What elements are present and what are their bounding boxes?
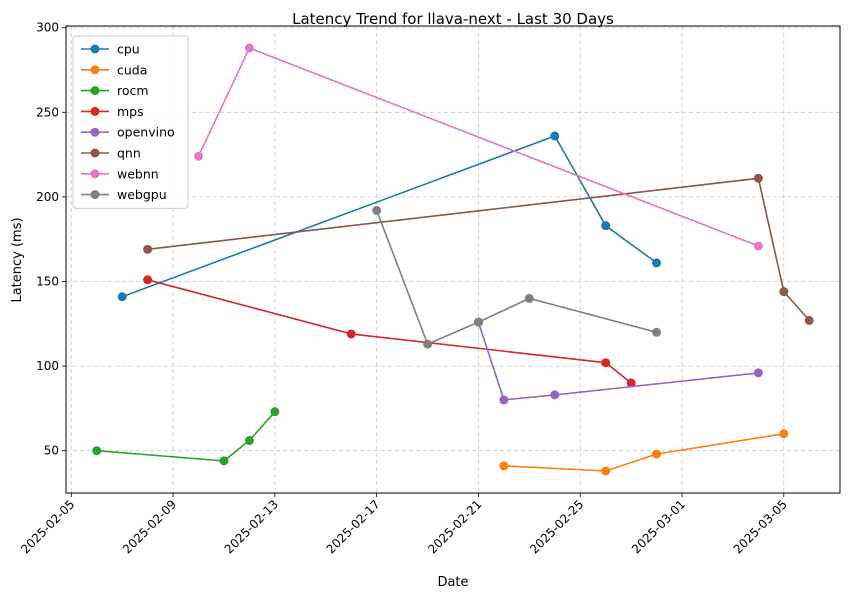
legend-label: qnn — [117, 146, 141, 161]
legend-label: cuda — [117, 62, 147, 77]
legend-label: webgpu — [117, 187, 167, 202]
data-point-qnn — [779, 287, 789, 297]
data-point-webnn — [753, 241, 763, 251]
legend-item-qnn: qnn — [81, 146, 141, 161]
y-tick-label: 300 — [36, 21, 59, 35]
data-point-cuda — [499, 461, 509, 471]
series-line-mps — [147, 279, 632, 384]
legend: cpu cuda rocm mps openvino qnn webnn webgpu — [72, 35, 189, 209]
series-webnn — [194, 43, 763, 251]
data-point-mps — [143, 275, 153, 285]
x-axis-ticks: 2025-02-05 2025-02-09 2025-02-13 2025-02-17… — [18, 493, 790, 556]
data-point-cuda — [652, 449, 662, 459]
data-point-rocm — [244, 436, 254, 446]
y-tick-label: 200 — [36, 190, 59, 204]
data-point-cuda — [601, 466, 611, 476]
series-line-qnn — [147, 177, 810, 321]
series-line-cpu — [121, 135, 658, 298]
series-layer — [92, 43, 814, 476]
data-point-mps — [626, 378, 636, 388]
data-point-openvino — [753, 368, 763, 378]
legend-marker — [90, 106, 100, 116]
plot-frame — [65, 25, 841, 494]
data-point-cuda — [779, 429, 789, 439]
y-tick-label: 50 — [44, 444, 59, 458]
x-tick-label: 2025-02-09 — [120, 497, 179, 556]
legend-label: cpu — [117, 42, 140, 57]
x-tick-label: 2025-03-05 — [731, 497, 790, 556]
legend-marker — [90, 169, 100, 179]
legend-label: webnn — [117, 166, 159, 181]
data-point-rocm — [219, 456, 229, 466]
y-axis-label: Latency (ms) — [10, 217, 25, 302]
y-tick-label: 100 — [36, 359, 59, 373]
data-point-webgpu — [652, 327, 662, 337]
y-tick-label: 150 — [36, 274, 59, 288]
data-point-cpu — [117, 292, 127, 302]
data-point-mps — [346, 329, 356, 339]
data-point-webgpu — [473, 317, 483, 327]
legend-item-cuda: cuda — [81, 62, 147, 77]
data-point-webnn — [244, 43, 254, 53]
series-cuda — [499, 429, 789, 476]
y-tick-label: 250 — [36, 105, 59, 119]
data-point-webgpu — [372, 205, 382, 215]
legend-item-rocm: rocm — [81, 83, 149, 98]
x-tick-label: 2025-02-13 — [222, 497, 281, 556]
series-qnn — [143, 173, 814, 325]
series-openvino — [473, 317, 763, 405]
x-axis-label: Date — [437, 575, 468, 590]
data-point-cpu — [550, 131, 560, 141]
legend-marker — [90, 190, 100, 200]
x-tick-label: 2025-02-17 — [324, 497, 383, 556]
data-point-qnn — [143, 244, 153, 254]
data-point-openvino — [499, 395, 509, 405]
x-tick-label: 2025-02-05 — [18, 497, 77, 556]
series-line-webgpu — [375, 210, 657, 346]
series-line-openvino — [477, 321, 759, 401]
legend-item-webgpu: webgpu — [81, 187, 167, 202]
legend-box — [72, 35, 189, 209]
chart-title: Latency Trend for llava-next - Last 30 D… — [292, 10, 614, 28]
data-point-webgpu — [423, 339, 433, 349]
legend-marker — [90, 44, 100, 54]
series-line-cuda — [503, 433, 784, 472]
data-point-rocm — [270, 407, 280, 417]
legend-item-mps: mps — [81, 104, 144, 119]
series-cpu — [117, 131, 662, 302]
legend-item-openvino: openvino — [81, 125, 175, 140]
data-point-webnn — [194, 151, 204, 161]
data-point-cpu — [652, 258, 662, 268]
legend-label: rocm — [117, 83, 149, 98]
legend-label: openvino — [117, 125, 175, 140]
series-rocm — [92, 407, 280, 466]
x-tick-label: 2025-02-25 — [527, 497, 586, 556]
data-point-mps — [601, 358, 611, 368]
data-point-rocm — [92, 446, 102, 456]
series-webgpu — [372, 205, 662, 349]
legend-item-cpu: cpu — [81, 42, 140, 57]
series-line-rocm — [96, 411, 276, 462]
legend-marker — [90, 127, 100, 137]
grid-lines — [66, 26, 840, 493]
data-point-openvino — [550, 390, 560, 400]
x-tick-label: 2025-03-01 — [629, 497, 688, 556]
x-tick-label: 2025-02-21 — [425, 497, 484, 556]
data-point-webgpu — [524, 293, 534, 303]
legend-label: mps — [117, 104, 144, 119]
data-point-cpu — [601, 221, 611, 231]
legend-item-webnn: webnn — [81, 166, 159, 181]
y-axis-ticks: 50 100 150 200 250 300 — [36, 21, 66, 458]
legend-marker — [90, 86, 100, 96]
data-point-qnn — [753, 173, 763, 183]
data-point-qnn — [804, 315, 814, 325]
legend-marker — [90, 65, 100, 75]
series-mps — [143, 275, 636, 388]
legend-marker — [90, 148, 100, 158]
